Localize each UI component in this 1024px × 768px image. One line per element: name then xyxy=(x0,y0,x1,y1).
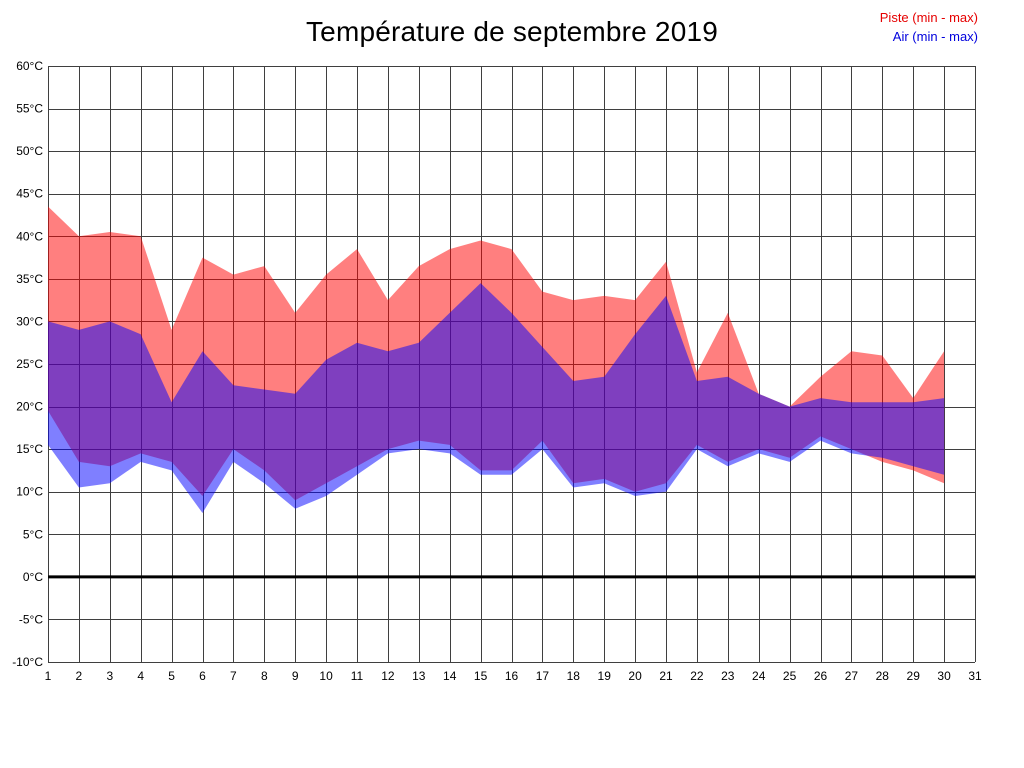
svg-text:7: 7 xyxy=(230,669,237,683)
svg-text:0°C: 0°C xyxy=(23,570,43,584)
svg-text:23: 23 xyxy=(721,669,735,683)
svg-text:22: 22 xyxy=(690,669,704,683)
svg-text:50°C: 50°C xyxy=(16,144,43,158)
svg-text:25°C: 25°C xyxy=(16,357,43,371)
svg-text:30: 30 xyxy=(937,669,951,683)
svg-text:25: 25 xyxy=(783,669,797,683)
svg-text:15: 15 xyxy=(474,669,488,683)
y-axis-labels: 60°C 55°C 50°C 45°C 40°C 35°C 30°C 25°C 20°C 15°C… xyxy=(12,59,43,669)
svg-text:28: 28 xyxy=(876,669,890,683)
svg-text:30°C: 30°C xyxy=(16,314,43,328)
svg-text:2: 2 xyxy=(76,669,83,683)
svg-text:8: 8 xyxy=(261,669,268,683)
svg-text:15°C: 15°C xyxy=(16,442,43,456)
svg-text:5: 5 xyxy=(168,669,175,683)
svg-text:10: 10 xyxy=(319,669,333,683)
chart-title: Température de septembre 2019 xyxy=(305,16,719,47)
svg-text:10°C: 10°C xyxy=(16,485,43,499)
chart-legend: Piste (min - max) Air (min - max) xyxy=(880,8,978,46)
svg-text:3: 3 xyxy=(106,669,113,683)
svg-text:35°C: 35°C xyxy=(16,272,43,286)
svg-text:11: 11 xyxy=(351,669,364,683)
svg-text:26: 26 xyxy=(814,669,828,683)
svg-text:16: 16 xyxy=(505,669,519,683)
svg-text:17: 17 xyxy=(536,669,550,683)
svg-text:18: 18 xyxy=(567,669,581,683)
svg-text:19: 19 xyxy=(598,669,612,683)
svg-text:1: 1 xyxy=(45,669,52,683)
svg-text:27: 27 xyxy=(845,669,859,683)
svg-text:45°C: 45°C xyxy=(16,187,43,201)
legend-piste-label: Piste (min - max) xyxy=(879,10,978,25)
svg-text:6: 6 xyxy=(199,669,206,683)
svg-text:29: 29 xyxy=(907,669,921,683)
svg-text:13: 13 xyxy=(412,669,426,683)
svg-text:40°C: 40°C xyxy=(16,229,43,243)
svg-text:60°C: 60°C xyxy=(16,59,43,73)
svg-text:21: 21 xyxy=(659,669,673,683)
svg-text:55°C: 55°C xyxy=(16,102,43,116)
svg-text:20°C: 20°C xyxy=(16,400,43,414)
svg-text:14: 14 xyxy=(443,669,457,683)
svg-text:-5°C: -5°C xyxy=(19,612,43,626)
band-air xyxy=(48,283,945,513)
svg-text:31: 31 xyxy=(968,669,982,683)
svg-text:24: 24 xyxy=(752,669,766,683)
svg-text:20: 20 xyxy=(628,669,642,683)
svg-text:5°C: 5°C xyxy=(23,527,43,541)
legend-air-label: Air (min - max) xyxy=(892,29,978,44)
svg-text:4: 4 xyxy=(137,669,144,683)
svg-text:-10°C: -10°C xyxy=(12,655,43,669)
x-axis-labels: 1 2 3 4 5 6 7 8 9 10 11 12 13 14 15 16 17 18 19 20 21 22 23 24 2… xyxy=(45,669,982,683)
svg-text:9: 9 xyxy=(292,669,299,683)
svg-text:12: 12 xyxy=(381,669,395,683)
